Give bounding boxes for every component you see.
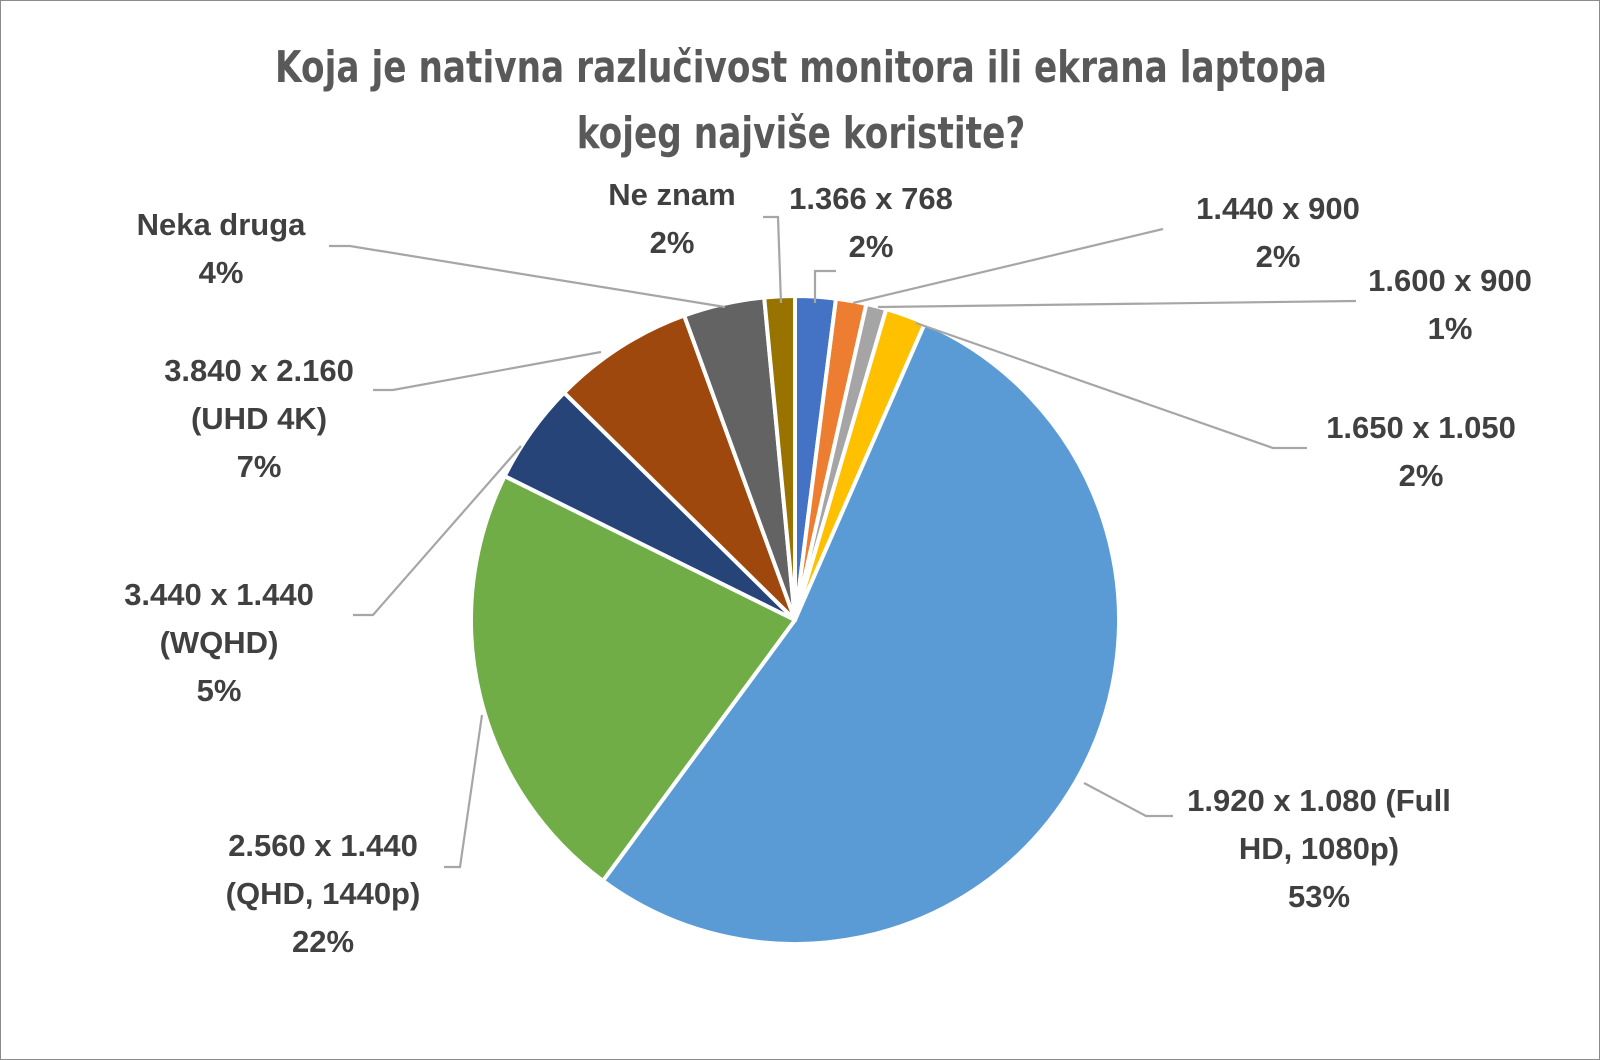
data-label-percent: 4% <box>199 255 244 290</box>
chart-title-line-2: kojeg najviše koristite? <box>576 108 1026 159</box>
data-label-category: Neka druga <box>137 207 307 242</box>
data-labels: 1.366 x 768 2%1.440 x 900 2%1.600 x 900 1%1… <box>124 177 1532 959</box>
leader-line-3 <box>915 321 1307 450</box>
pie-slices <box>469 294 1121 946</box>
data-label-percent: 1% <box>1428 311 1473 346</box>
data-label-percent: 5% <box>197 673 242 708</box>
leader-line-5 <box>444 714 484 869</box>
data-label-category: 3.440 x 1.440 <box>124 577 314 612</box>
leader-line-2 <box>877 299 1357 309</box>
data-label-category: (UHD 4K) <box>191 401 327 436</box>
chart-title: Koja je nativna razlučivost monitora ili… <box>177 35 1425 167</box>
data-label-category: 1.440 x 900 <box>1196 191 1360 226</box>
data-label-0: 1.366 x 768 2% <box>789 181 953 264</box>
data-label-category: 1.650 x 1.050 <box>1326 410 1516 445</box>
data-label-percent: 2% <box>650 225 695 260</box>
pie-slice-4 <box>600 321 1121 946</box>
leader-line-0 <box>813 269 836 303</box>
data-label-category: 1.600 x 900 <box>1368 263 1532 298</box>
chart-title-line-1: Koja je nativna razlučivost monitora ili… <box>275 42 1327 93</box>
data-label-category: 1.920 x 1.080 (Full <box>1187 783 1451 818</box>
leader-line-6 <box>353 445 522 617</box>
leader-line-7 <box>373 350 602 392</box>
pie-slice-7 <box>562 313 797 622</box>
data-label-3: 1.650 x 1.050 2% <box>1326 410 1516 493</box>
data-label-category: 3.840 x 2.160 <box>164 353 354 388</box>
data-label-7: 3.840 x 2.160 (UHD 4K) 7% <box>164 353 354 484</box>
pie-slice-5 <box>469 474 797 883</box>
data-label-1: 1.440 x 900 2% <box>1196 191 1360 274</box>
data-label-percent: 7% <box>237 449 282 484</box>
data-label-category: (WQHD) <box>160 625 279 660</box>
data-label-9: Ne znam 2% <box>608 177 735 260</box>
leader-line-9 <box>763 215 783 304</box>
leader-line-8 <box>329 244 726 309</box>
leader-line-1 <box>852 227 1164 305</box>
data-label-5: 2.560 x 1.440 (QHD, 1440p) 22% <box>226 828 421 959</box>
leader-line-4 <box>1083 782 1173 818</box>
data-label-percent: 2% <box>1256 239 1301 274</box>
data-label-percent: 2% <box>1399 458 1444 493</box>
data-label-percent: 22% <box>292 924 354 959</box>
data-label-category: (QHD, 1440p) <box>226 876 421 911</box>
data-label-6: 3.440 x 1.440 (WQHD) 5% <box>124 577 314 708</box>
data-label-4: 1.920 x 1.080 (Full HD, 1080p) 53% <box>1187 783 1451 914</box>
data-label-category: Ne znam <box>608 177 735 212</box>
data-label-8: Neka druga 4% <box>137 207 307 290</box>
pie-slice-9 <box>762 294 797 622</box>
data-label-2: 1.600 x 900 1% <box>1368 263 1532 346</box>
data-label-percent: 2% <box>849 229 894 264</box>
leader-lines <box>329 215 1357 869</box>
data-label-category: 2.560 x 1.440 <box>228 828 418 863</box>
data-label-percent: 53% <box>1288 879 1350 914</box>
data-label-category: 1.366 x 768 <box>789 181 953 216</box>
data-label-category: HD, 1080p) <box>1239 831 1399 866</box>
